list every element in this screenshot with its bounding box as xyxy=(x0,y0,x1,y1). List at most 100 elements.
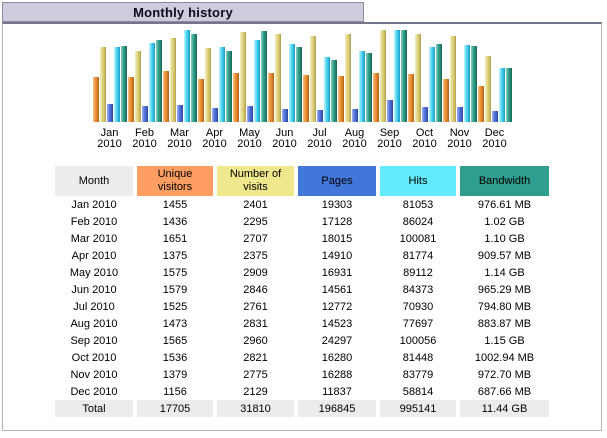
cell-unique-visitors: 1575 xyxy=(162,266,188,279)
chart-month-group: Oct 2010 xyxy=(407,29,442,150)
bar-hits xyxy=(253,40,260,122)
section-title-tab: Monthly history xyxy=(2,2,364,22)
cell-month: May 2010 xyxy=(69,266,119,279)
bar-bandwidth xyxy=(400,30,407,122)
cell-number-of-visits: 2909 xyxy=(243,266,268,279)
bar-unique xyxy=(197,79,204,122)
cell-unique-visitors: 1455 xyxy=(162,198,188,211)
chart-bars xyxy=(372,29,407,122)
monthly-history-chart: Jan 2010 Feb 2010 Mar 2010 Apr 2010 May 2010 Jun 20… xyxy=(3,29,601,150)
cell-pages: 14561 xyxy=(321,283,353,296)
cell-number-of-visits: 2375 xyxy=(243,249,268,262)
cell-bandwidth: 976.61 MB xyxy=(477,198,532,211)
bar-pages xyxy=(386,100,393,122)
bar-visits xyxy=(449,36,456,122)
cell-month: Dec 2010 xyxy=(70,385,118,398)
chart-bars xyxy=(127,29,162,122)
bar-visits xyxy=(414,34,421,122)
cell-unique-visitors: 1579 xyxy=(162,283,188,296)
col-header-bandwidth: Bandwidth xyxy=(460,166,549,196)
monthly-history-table: Month Unique visitors Number of visits P… xyxy=(51,166,553,417)
table-row: Oct 2010 1536 2821 16280 81448 1002.94 MB xyxy=(55,349,549,366)
total-cell-month: Total xyxy=(55,400,133,417)
bar-bandwidth xyxy=(295,47,302,122)
bar-hits xyxy=(183,30,190,122)
cell-number-of-visits: 2129 xyxy=(243,385,268,398)
table-row: Apr 2010 1375 2375 14910 81774 909.57 MB xyxy=(55,247,549,264)
bar-pages xyxy=(211,108,218,122)
bar-unique xyxy=(477,86,484,122)
chart-month-group: Jun 2010 xyxy=(267,29,302,150)
chart-bars xyxy=(337,29,372,122)
cell-unique-visitors: 1525 xyxy=(162,300,188,313)
chart-month-group: Mar 2010 xyxy=(162,29,197,150)
cell-hits: 100056 xyxy=(399,334,437,347)
chart-month-group: May 2010 xyxy=(232,29,267,150)
cell-unique-visitors: 1651 xyxy=(162,232,188,245)
bar-visits xyxy=(134,51,141,122)
cell-month: Nov 2010 xyxy=(70,368,118,381)
bar-visits xyxy=(484,56,491,122)
total-row: Total 17705 31810 196845 995141 11.44 GB xyxy=(55,400,549,417)
bar-hits xyxy=(358,51,365,122)
total-cell-number-of-visits: 31810 xyxy=(217,400,294,417)
bar-bandwidth xyxy=(330,60,337,122)
cell-hits: 81053 xyxy=(402,198,434,211)
cell-number-of-visits: 2707 xyxy=(243,232,268,245)
cell-unique-visitors: 1473 xyxy=(162,317,188,330)
bar-unique xyxy=(92,77,99,122)
cell-unique-visitors: 1379 xyxy=(162,368,188,381)
chart-month-label: Oct 2010 xyxy=(412,127,437,150)
chart-bars xyxy=(442,29,477,122)
cell-pages: 19303 xyxy=(321,198,353,211)
chart-month-label: Aug 2010 xyxy=(342,127,367,150)
cell-month: Jun 2010 xyxy=(71,283,117,296)
cell-bandwidth: 794.80 MB xyxy=(477,300,532,313)
table-header: Month Unique visitors Number of visits P… xyxy=(55,166,549,196)
bar-bandwidth xyxy=(365,53,372,122)
cell-hits: 70930 xyxy=(402,300,434,313)
chart-month-label: May 2010 xyxy=(237,127,262,150)
cell-bandwidth: 1002.94 MB xyxy=(474,351,535,364)
total-cell-unique-visitors: 17705 xyxy=(137,400,213,417)
cell-pages: 12772 xyxy=(321,300,353,313)
cell-bandwidth: 1.02 GB xyxy=(484,215,525,228)
bar-visits xyxy=(169,38,176,122)
cell-bandwidth: 1.10 GB xyxy=(484,232,525,245)
table-row: Aug 2010 1473 2831 14523 77697 883.87 MB xyxy=(55,315,549,332)
cell-pages: 14910 xyxy=(321,249,353,262)
cell-number-of-visits: 2775 xyxy=(243,368,268,381)
bar-bandwidth xyxy=(120,46,127,122)
bar-unique xyxy=(372,73,379,122)
cell-pages: 17128 xyxy=(321,215,353,228)
chart-bars xyxy=(477,29,512,122)
chart-month-group: Feb 2010 xyxy=(127,29,162,150)
chart-month-label: Mar 2010 xyxy=(167,127,192,150)
cell-unique-visitors: 1436 xyxy=(162,215,188,228)
table-row: Mar 2010 1651 2707 18015 100081 1.10 GB xyxy=(55,230,549,247)
bar-visits xyxy=(274,34,281,122)
bar-bandwidth xyxy=(155,40,162,122)
cell-hits: 81448 xyxy=(402,351,434,364)
cell-hits: 86024 xyxy=(402,215,434,228)
chart-month-group: Dec 2010 xyxy=(477,29,512,150)
content-frame: Jan 2010 Feb 2010 Mar 2010 Apr 2010 May 2010 Jun 20… xyxy=(2,22,602,431)
chart-month-label: Jan 2010 xyxy=(97,127,122,150)
cell-number-of-visits: 2761 xyxy=(243,300,268,313)
cell-unique-visitors: 1375 xyxy=(162,249,188,262)
bar-visits xyxy=(379,30,386,122)
cell-number-of-visits: 2821 xyxy=(243,351,268,364)
bar-pages xyxy=(176,105,183,122)
cell-hits: 83779 xyxy=(402,368,434,381)
bar-pages xyxy=(281,109,288,122)
cell-number-of-visits: 2295 xyxy=(243,215,268,228)
chart-bars xyxy=(197,29,232,122)
table-footer: Total 17705 31810 196845 995141 11.44 GB xyxy=(55,400,549,417)
cell-month: Jan 2010 xyxy=(71,198,117,211)
col-header-month: Month xyxy=(55,166,133,196)
chart-month-label: Dec 2010 xyxy=(482,127,507,150)
table-row: May 2010 1575 2909 16931 89112 1.14 GB xyxy=(55,264,549,281)
cell-month: Feb 2010 xyxy=(70,215,118,228)
bar-pages xyxy=(141,106,148,122)
table-row: Jan 2010 1455 2401 19303 81053 976.61 MB xyxy=(55,196,549,213)
